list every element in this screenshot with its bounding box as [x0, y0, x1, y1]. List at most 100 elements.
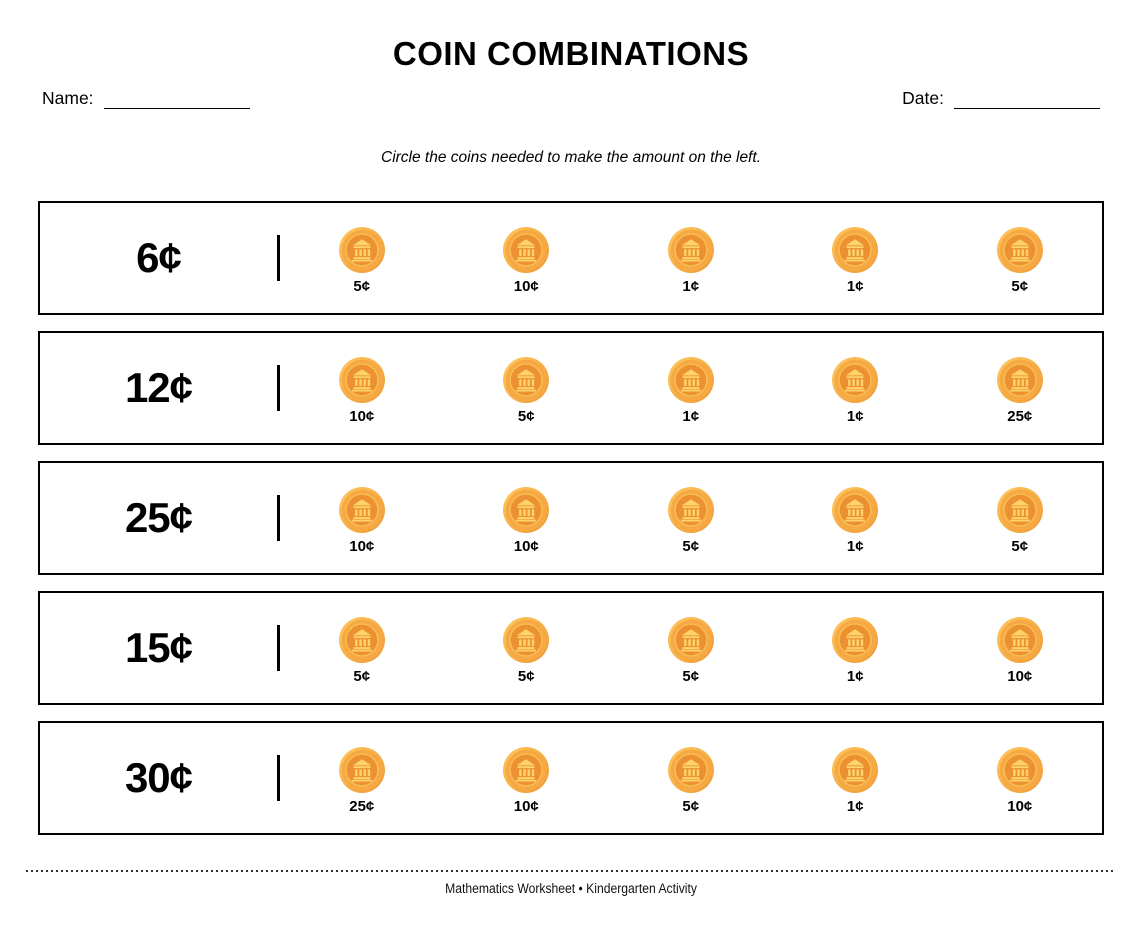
name-field: Name:	[42, 88, 250, 109]
coin-option[interactable]: 1¢	[773, 352, 938, 425]
coin-value-label: 1¢	[846, 797, 864, 815]
coin-option[interactable]: 10¢	[938, 742, 1103, 815]
coin-option[interactable]: 5¢	[609, 482, 774, 555]
coin-options: 5¢ 5¢ 5¢ 1¢ 10¢	[280, 593, 1103, 703]
coin-option[interactable]: 1¢	[773, 612, 938, 685]
coin-option[interactable]: 5¢	[444, 352, 609, 425]
bank-coin-icon	[502, 746, 550, 794]
bank-coin-icon	[996, 616, 1044, 664]
bank-coin-icon	[338, 226, 386, 274]
coin-value-label: 5¢	[682, 537, 700, 555]
coin-option[interactable]: 5¢	[609, 742, 774, 815]
coin-value-label: 10¢	[1007, 797, 1033, 815]
bank-coin-icon	[831, 226, 879, 274]
bank-coin-icon	[831, 616, 879, 664]
bank-coin-icon	[667, 486, 715, 534]
coin-option[interactable]: 10¢	[444, 222, 609, 295]
bank-coin-icon	[831, 746, 879, 794]
row-divider	[277, 755, 280, 801]
coin-value-label: 5¢	[517, 667, 535, 685]
coin-value-label: 5¢	[682, 797, 700, 815]
coin-value-label: 10¢	[349, 407, 375, 425]
bank-coin-icon	[667, 746, 715, 794]
target-amount: 30¢	[124, 754, 193, 801]
coin-value-label: 5¢	[517, 407, 535, 425]
coin-option[interactable]: 5¢	[280, 612, 445, 685]
coin-option[interactable]: 1¢	[773, 222, 938, 295]
coin-option[interactable]: 5¢	[938, 222, 1103, 295]
bank-coin-icon	[996, 356, 1044, 404]
coin-value-label: 1¢	[846, 667, 864, 685]
coin-value-label: 5¢	[353, 667, 371, 685]
coin-option[interactable]: 10¢	[280, 482, 445, 555]
date-label: Date:	[902, 88, 944, 108]
coin-value-label: 25¢	[349, 797, 375, 815]
row-divider	[277, 365, 280, 411]
footer-text: Mathematics Worksheet • Kindergarten Act…	[445, 881, 697, 896]
bank-coin-icon	[338, 616, 386, 664]
bank-coin-icon	[667, 616, 715, 664]
bank-coin-icon	[996, 226, 1044, 274]
coin-option[interactable]: 5¢	[609, 612, 774, 685]
row-divider	[277, 495, 280, 541]
target-amount: 6¢	[136, 234, 182, 281]
coin-value-label: 1¢	[846, 277, 864, 295]
row-divider	[277, 235, 280, 281]
problem-row: 12¢ 10¢ 5¢ 1¢ 1¢ 25¢	[38, 331, 1104, 445]
coin-value-label: 10¢	[1007, 667, 1033, 685]
coin-options: 10¢ 5¢ 1¢ 1¢ 25¢	[280, 333, 1103, 443]
coin-value-label: 10¢	[513, 277, 539, 295]
target-amount: 15¢	[124, 624, 193, 671]
coin-options: 10¢ 10¢ 5¢ 1¢ 5¢	[280, 463, 1103, 573]
bank-coin-icon	[996, 746, 1044, 794]
coin-option[interactable]: 25¢	[280, 742, 445, 815]
page-title: COIN COMBINATIONS	[392, 35, 750, 72]
problem-row: 15¢ 5¢ 5¢ 5¢ 1¢ 10¢	[38, 591, 1104, 705]
date-input-line[interactable]	[954, 92, 1100, 109]
coin-option[interactable]: 10¢	[280, 352, 445, 425]
coin-option[interactable]: 10¢	[444, 482, 609, 555]
coin-option[interactable]: 10¢	[444, 742, 609, 815]
problem-rows: 6¢ 5¢ 10¢ 1¢ 1¢ 5¢ 12¢	[38, 201, 1104, 835]
footer: Mathematics Worksheet • Kindergarten Act…	[0, 870, 1142, 896]
problem-row: 30¢ 25¢ 10¢ 5¢ 1¢ 10¢	[38, 721, 1104, 835]
worksheet-page: COIN COMBINATIONS Name: Date: Circle the…	[0, 36, 1142, 942]
coin-value-label: 25¢	[1007, 407, 1033, 425]
bank-coin-icon	[996, 486, 1044, 534]
coin-value-label: 1¢	[846, 407, 864, 425]
bank-coin-icon	[338, 486, 386, 534]
coin-option[interactable]: 1¢	[609, 222, 774, 295]
problem-row: 25¢ 10¢ 10¢ 5¢ 1¢ 5¢	[38, 461, 1104, 575]
coin-value-label: 5¢	[682, 667, 700, 685]
coin-value-label: 1¢	[682, 407, 700, 425]
coin-value-label: 1¢	[682, 277, 700, 295]
footer-dotted-divider	[26, 870, 1116, 872]
bank-coin-icon	[502, 616, 550, 664]
coin-option[interactable]: 1¢	[609, 352, 774, 425]
coin-value-label: 5¢	[353, 277, 371, 295]
row-divider	[277, 625, 280, 671]
bank-coin-icon	[502, 356, 550, 404]
bank-coin-icon	[502, 486, 550, 534]
date-field: Date:	[902, 88, 1100, 109]
bank-coin-icon	[831, 356, 879, 404]
bank-coin-icon	[502, 226, 550, 274]
target-amount: 12¢	[124, 364, 193, 411]
name-label: Name:	[42, 88, 94, 108]
coin-option[interactable]: 25¢	[938, 352, 1103, 425]
coin-option[interactable]: 1¢	[773, 742, 938, 815]
instruction-text: Circle the coins needed to make the amou…	[381, 149, 761, 166]
coin-option[interactable]: 1¢	[773, 482, 938, 555]
bank-coin-icon	[831, 486, 879, 534]
coin-option[interactable]: 5¢	[938, 482, 1103, 555]
coin-options: 25¢ 10¢ 5¢ 1¢ 10¢	[280, 723, 1103, 833]
coin-option[interactable]: 10¢	[938, 612, 1103, 685]
target-amount: 25¢	[124, 494, 193, 541]
coin-option[interactable]: 5¢	[280, 222, 445, 295]
bank-coin-icon	[667, 356, 715, 404]
coin-option[interactable]: 5¢	[444, 612, 609, 685]
bank-coin-icon	[667, 226, 715, 274]
name-input-line[interactable]	[103, 92, 250, 109]
coin-value-label: 5¢	[1011, 537, 1029, 555]
coin-value-label: 10¢	[513, 797, 539, 815]
